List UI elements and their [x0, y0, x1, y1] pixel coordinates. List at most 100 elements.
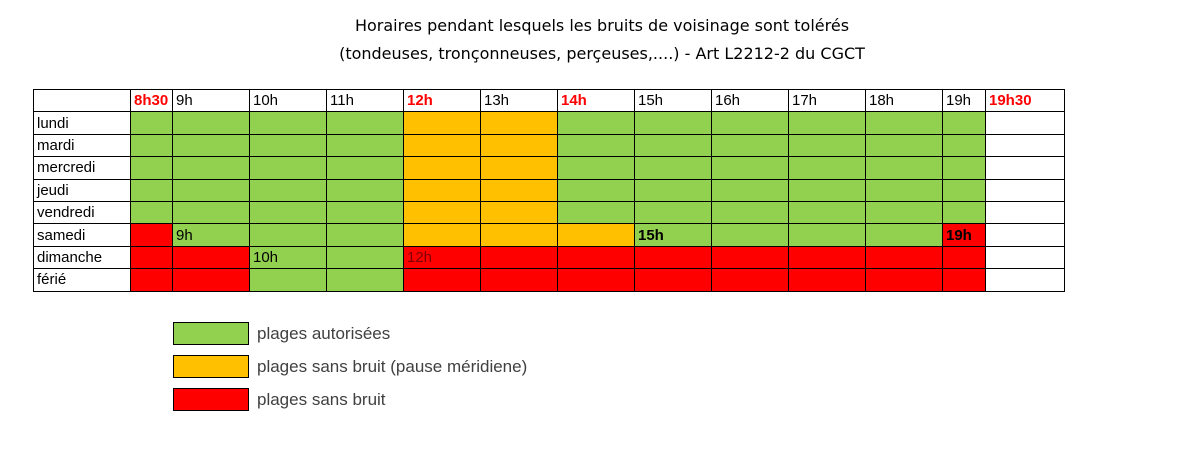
hour-header-11h: 11h — [326, 88, 404, 113]
cell-mercredi-17h — [788, 156, 866, 180]
cell-jeudi-9h — [172, 178, 250, 202]
cell-férié-13h — [480, 268, 558, 292]
cell-mardi-10h — [249, 133, 327, 158]
cell-vendredi-19h30 — [985, 200, 1065, 225]
cell-samedi-13h — [480, 223, 558, 247]
cell-férié-9h — [172, 268, 250, 292]
cell-mercredi-10h — [249, 156, 327, 180]
schedule-row-dimanche: dimanche 10h 12h — [33, 245, 1065, 270]
cell-lundi-19h — [942, 111, 986, 135]
hour-header-15h: 15h — [634, 88, 712, 113]
cell-mardi-11h — [326, 133, 404, 158]
cell-férié-10h — [249, 268, 327, 292]
cell-vendredi-15h — [634, 200, 712, 225]
hour-header-8h30: 8h30 — [130, 88, 173, 113]
cell-vendredi-13h — [480, 200, 558, 225]
legend-label-lunch-quiet: plages sans bruit (pause méridiene) — [257, 356, 528, 376]
cell-samedi-8h30 — [130, 223, 173, 247]
cell-jeudi-16h — [711, 178, 789, 202]
cell-lundi-12h — [403, 111, 481, 135]
schedule-row-mardi: mardi — [33, 133, 1065, 158]
hour-header-17h: 17h — [788, 88, 866, 113]
hour-header-18h: 18h — [865, 88, 943, 113]
schedule-table: 8h30 9h 10h 11h 12h 13h 14h 15h 16h 17h 18h 19h 19h3… — [33, 88, 1065, 292]
schedule-row-vendredi: vendredi — [33, 200, 1065, 225]
cell-jeudi-15h — [634, 178, 712, 202]
cell-dimanche-15h — [634, 245, 712, 270]
hour-header-19h: 19h — [942, 88, 986, 113]
cell-jeudi-12h — [403, 178, 481, 202]
cell-lundi-10h — [249, 111, 327, 135]
cell-mercredi-13h — [480, 156, 558, 180]
cell-dimanche-10h: 10h — [249, 245, 327, 270]
day-label-mardi: mardi — [33, 133, 131, 158]
legend-item-authorized: plages autorisées — [173, 322, 527, 345]
cell-lundi-16h — [711, 111, 789, 135]
cell-vendredi-14h — [557, 200, 635, 225]
cell-lundi-19h30 — [985, 111, 1065, 135]
hour-header-14h: 14h — [557, 88, 635, 113]
red-swatch-icon — [173, 388, 249, 411]
cell-lundi-18h — [865, 111, 943, 135]
cell-vendredi-8h30 — [130, 200, 173, 225]
corner-cell — [33, 88, 131, 113]
cell-férié-12h — [403, 268, 481, 292]
cell-samedi-12h — [403, 223, 481, 247]
cell-mardi-17h — [788, 133, 866, 158]
cell-lundi-17h — [788, 111, 866, 135]
cell-samedi-10h — [249, 223, 327, 247]
cell-mardi-9h — [172, 133, 250, 158]
chart-title-line1: Horaires pendant lesquels les bruits de … — [354, 16, 850, 35]
cell-jeudi-18h — [865, 178, 943, 202]
cell-dimanche-8h30 — [130, 245, 173, 270]
cell-mercredi-15h — [634, 156, 712, 180]
cell-jeudi-19h — [942, 178, 986, 202]
cell-lundi-14h — [557, 111, 635, 135]
hour-header-row: 8h30 9h 10h 11h 12h 13h 14h 15h 16h 17h 18h 19h 19h3… — [33, 88, 1065, 113]
cell-mercredi-11h — [326, 156, 404, 180]
cell-dimanche-19h30 — [985, 245, 1065, 270]
cell-férié-11h — [326, 268, 404, 292]
cell-mardi-19h30 — [985, 133, 1065, 158]
hour-header-16h: 16h — [711, 88, 789, 113]
cell-jeudi-13h — [480, 178, 558, 202]
cell-samedi-9h: 9h — [172, 223, 250, 247]
cell-lundi-8h30 — [130, 111, 173, 135]
hour-header-10h: 10h — [249, 88, 327, 113]
cell-vendredi-18h — [865, 200, 943, 225]
cell-samedi-19h: 19h — [942, 223, 986, 247]
cell-mardi-15h — [634, 133, 712, 158]
hour-header-9h: 9h — [172, 88, 250, 113]
cell-dimanche-18h — [865, 245, 943, 270]
cell-vendredi-10h — [249, 200, 327, 225]
schedule-row-mercredi: mercredi — [33, 156, 1065, 180]
day-label-mercredi: mercredi — [33, 156, 131, 180]
cell-mercredi-8h30 — [130, 156, 173, 180]
legend-item-lunch-quiet: plages sans bruit (pause méridiene) — [173, 355, 527, 378]
cell-mercredi-9h — [172, 156, 250, 180]
cell-samedi-16h — [711, 223, 789, 247]
cell-samedi-15h: 15h — [634, 223, 712, 247]
cell-lundi-15h — [634, 111, 712, 135]
cell-dimanche-16h — [711, 245, 789, 270]
cell-mardi-13h — [480, 133, 558, 158]
day-label-samedi: samedi — [33, 223, 131, 247]
cell-jeudi-17h — [788, 178, 866, 202]
cell-samedi-11h — [326, 223, 404, 247]
cell-mercredi-16h — [711, 156, 789, 180]
legend-item-quiet: plages sans bruit — [173, 388, 527, 411]
cell-samedi-14h — [557, 223, 635, 247]
cell-lundi-13h — [480, 111, 558, 135]
schedule-row-férié: férié — [33, 268, 1065, 292]
day-label-jeudi: jeudi — [33, 178, 131, 202]
cell-dimanche-12h: 12h — [403, 245, 481, 270]
orange-swatch-icon — [173, 355, 249, 378]
cell-férié-14h — [557, 268, 635, 292]
cell-samedi-18h — [865, 223, 943, 247]
cell-jeudi-19h30 — [985, 178, 1065, 202]
cell-dimanche-17h — [788, 245, 866, 270]
cell-dimanche-13h — [480, 245, 558, 270]
day-label-férié: férié — [33, 268, 131, 292]
cell-lundi-11h — [326, 111, 404, 135]
schedule-row-samedi: samedi 9h 15h 19h — [33, 223, 1065, 247]
